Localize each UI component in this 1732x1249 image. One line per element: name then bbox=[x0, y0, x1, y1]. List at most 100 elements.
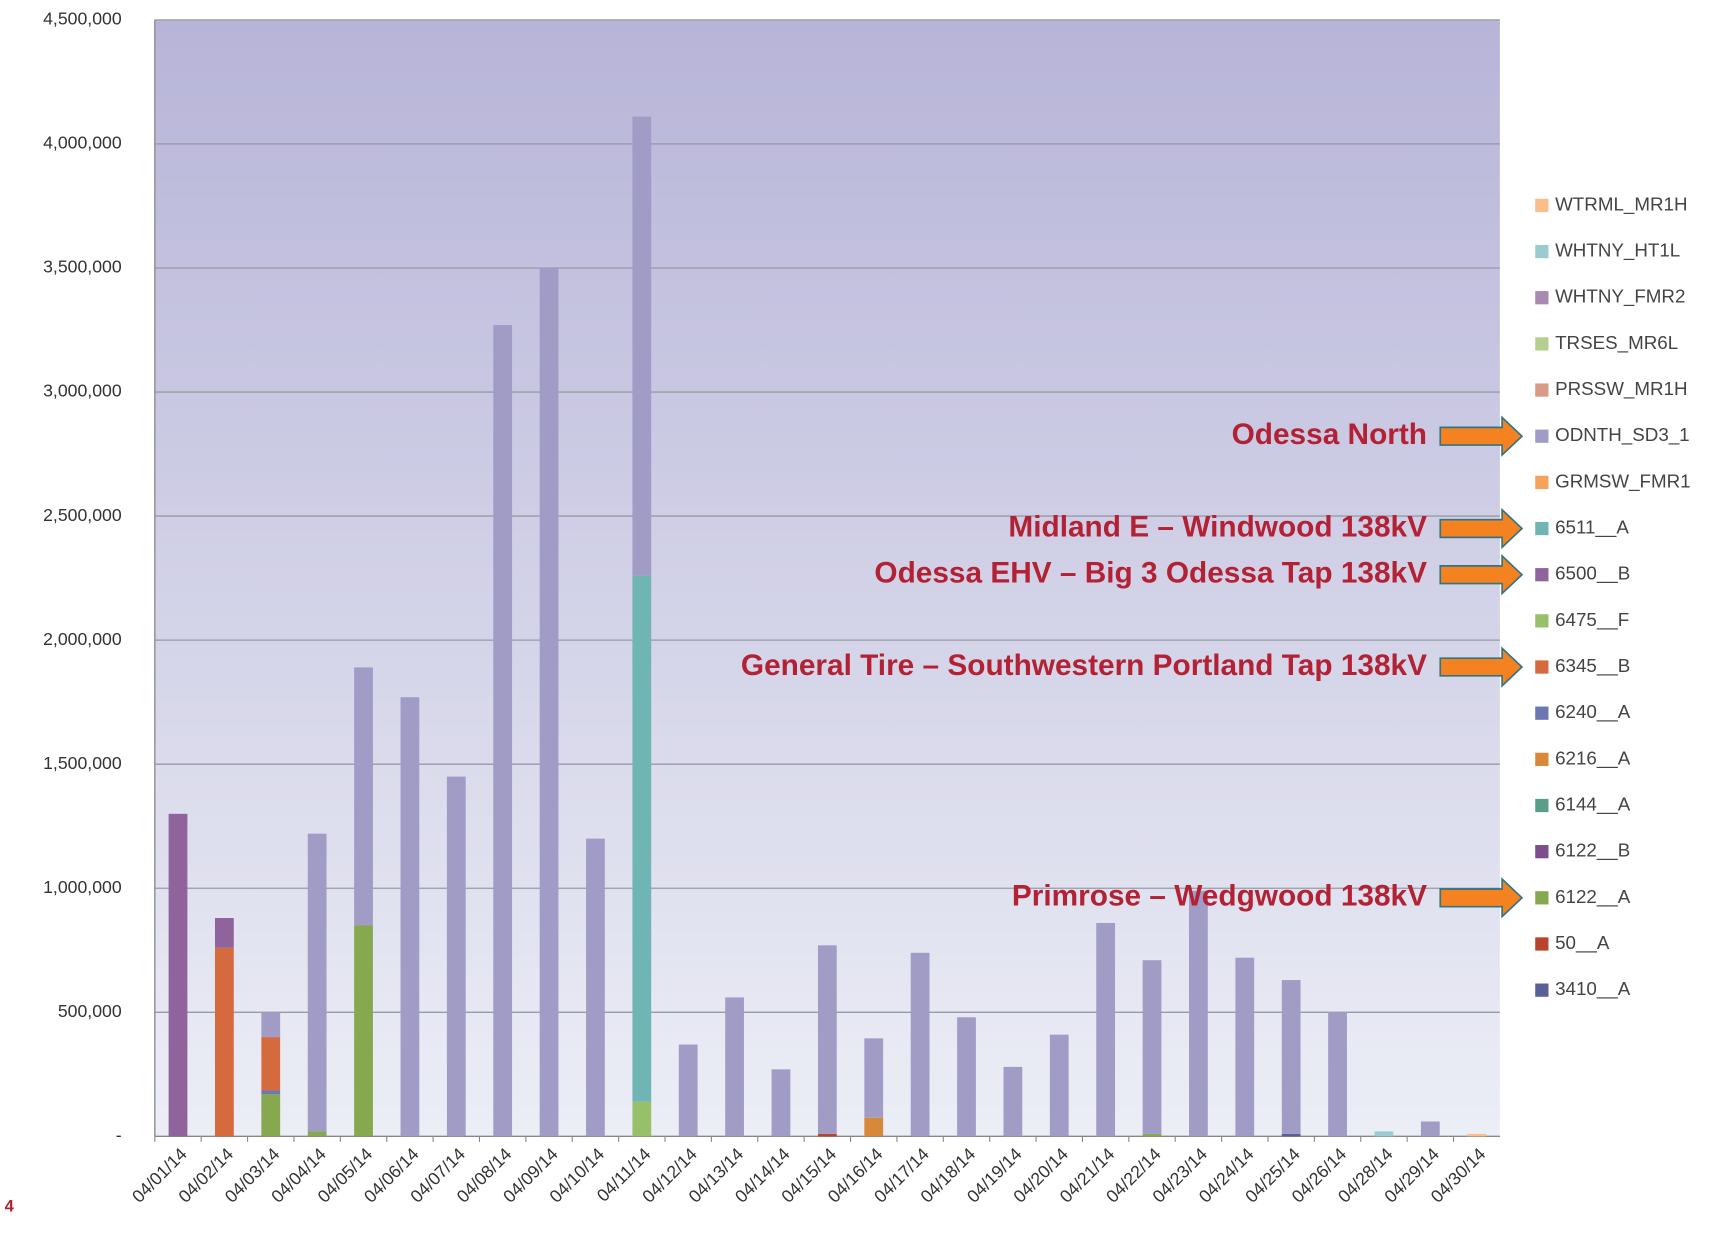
legend-swatch bbox=[1535, 798, 1549, 813]
bar-segment bbox=[261, 1094, 281, 1137]
bar-segment bbox=[586, 838, 605, 1137]
bar-segment bbox=[214, 918, 234, 948]
annotation-arrow bbox=[1439, 877, 1524, 919]
bar-segment bbox=[307, 833, 327, 1132]
bar-segment bbox=[817, 1133, 837, 1137]
legend-swatch bbox=[1535, 937, 1549, 951]
legend-swatch bbox=[1535, 660, 1549, 674]
bar-segment bbox=[1049, 1034, 1069, 1137]
bar-segment bbox=[1281, 980, 1301, 1134]
bar-segment bbox=[214, 947, 234, 1137]
bar-segment bbox=[725, 997, 744, 1137]
legend-swatch bbox=[1535, 198, 1549, 213]
bar-segment bbox=[446, 776, 466, 1137]
bar-segment bbox=[400, 697, 420, 1137]
legend-label: 50__A bbox=[1555, 932, 1610, 954]
legend-swatch bbox=[1535, 291, 1549, 305]
legend-label: PRSSW_MR1H bbox=[1555, 378, 1687, 400]
legend-swatch bbox=[1535, 983, 1549, 997]
bar-segment bbox=[910, 952, 930, 1137]
bar-segment bbox=[632, 575, 652, 1102]
bar-segment bbox=[1235, 957, 1255, 1137]
bar-segment bbox=[678, 1044, 698, 1137]
bar-segment bbox=[261, 1090, 281, 1095]
bar-segment bbox=[1189, 890, 1208, 1137]
legend-label: 3410__A bbox=[1555, 978, 1631, 1000]
annotation-arrow bbox=[1439, 646, 1524, 688]
legend-swatch bbox=[1535, 706, 1549, 720]
legend-label: 6500__B bbox=[1555, 563, 1630, 585]
legend-swatch bbox=[1535, 475, 1549, 489]
bar-segment bbox=[354, 925, 373, 1137]
legend-label: GRMSW_FMR1 bbox=[1555, 470, 1691, 492]
bar-segment bbox=[1003, 1066, 1023, 1137]
bar-segment bbox=[1467, 1133, 1487, 1137]
annotation-arrow bbox=[1439, 553, 1524, 596]
bar-segment bbox=[307, 1131, 327, 1137]
bar-segment bbox=[261, 1012, 281, 1038]
bar-segment bbox=[632, 1101, 652, 1137]
legend-label: 6511__A bbox=[1555, 516, 1629, 538]
bar-segment bbox=[1374, 1131, 1394, 1137]
legend-swatch bbox=[1535, 845, 1549, 859]
y-tick-label: 3,500,000 bbox=[43, 257, 122, 277]
legend-label: TRSES_MR6L bbox=[1555, 332, 1678, 354]
y-tick-label: 1,000,000 bbox=[43, 877, 122, 897]
legend-swatch bbox=[1535, 891, 1549, 905]
legend-label: 6345__B bbox=[1555, 655, 1630, 677]
legend-label: 6475__F bbox=[1555, 609, 1629, 631]
y-tick-label: 1,500,000 bbox=[43, 753, 122, 773]
page-number: 4 bbox=[5, 1196, 15, 1215]
legend-label: 6144__A bbox=[1555, 793, 1631, 815]
legend-swatch bbox=[1535, 521, 1549, 536]
legend-swatch bbox=[1535, 614, 1549, 628]
bar-segment bbox=[539, 267, 559, 1137]
bar-segment bbox=[168, 813, 188, 1137]
y-tick-label: - bbox=[116, 1125, 122, 1145]
bar-segment bbox=[1142, 1133, 1162, 1137]
bar-segment bbox=[957, 1017, 976, 1137]
y-tick-label: 3,000,000 bbox=[43, 381, 122, 401]
annotation: General Tire – Southwestern Portland Tap… bbox=[741, 649, 1427, 682]
bar-segment bbox=[864, 1038, 884, 1118]
y-tick-label: 2,500,000 bbox=[43, 505, 122, 525]
bar-segment bbox=[864, 1117, 884, 1137]
bar-segment bbox=[261, 1037, 281, 1091]
legend-swatch bbox=[1535, 337, 1549, 351]
bar-segment bbox=[1142, 960, 1162, 1134]
bar-segment bbox=[771, 1069, 791, 1137]
bar-segment bbox=[1328, 1012, 1347, 1137]
legend-swatch bbox=[1535, 383, 1549, 397]
legend-swatch bbox=[1535, 752, 1549, 766]
bar-segment bbox=[1096, 922, 1116, 1137]
y-tick-label: 2,000,000 bbox=[43, 629, 122, 649]
bar-segment bbox=[1281, 1133, 1301, 1137]
annotation: Midland E – Windwood 138kV bbox=[1008, 510, 1427, 543]
legend-label: 6216__A bbox=[1555, 747, 1631, 769]
bar-segment bbox=[1420, 1121, 1440, 1137]
bar-segment bbox=[354, 667, 373, 926]
bar-segment bbox=[493, 325, 513, 1137]
annotation-arrow bbox=[1439, 507, 1524, 550]
y-tick-label: 4,500,000 bbox=[43, 9, 122, 29]
legend-label: WHTNY_HT1L bbox=[1555, 240, 1680, 262]
bar-segment bbox=[632, 116, 652, 576]
legend-label: ODNTH_SD3_1 bbox=[1555, 424, 1690, 446]
legend-label: 6240__A bbox=[1555, 701, 1631, 723]
annotation: Odessa EHV – Big 3 Odessa Tap 138kV bbox=[874, 557, 1427, 590]
annotation: Primrose – Wedgwood 138kV bbox=[1012, 880, 1427, 913]
annotation: Odessa North bbox=[1232, 418, 1427, 451]
legend-label: WTRML_MR1H bbox=[1555, 193, 1687, 215]
annotation-arrow bbox=[1439, 415, 1524, 457]
legend-swatch bbox=[1535, 244, 1549, 259]
legend-swatch bbox=[1535, 429, 1549, 443]
legend-label: 6122__B bbox=[1555, 840, 1630, 862]
legend-label: 6122__A bbox=[1555, 886, 1631, 908]
y-tick-label: 500,000 bbox=[58, 1001, 122, 1021]
legend-label: WHTNY_FMR2 bbox=[1555, 286, 1685, 308]
y-tick-label: 4,000,000 bbox=[43, 133, 122, 153]
legend-swatch bbox=[1535, 568, 1549, 582]
bar-segment bbox=[817, 945, 837, 1134]
